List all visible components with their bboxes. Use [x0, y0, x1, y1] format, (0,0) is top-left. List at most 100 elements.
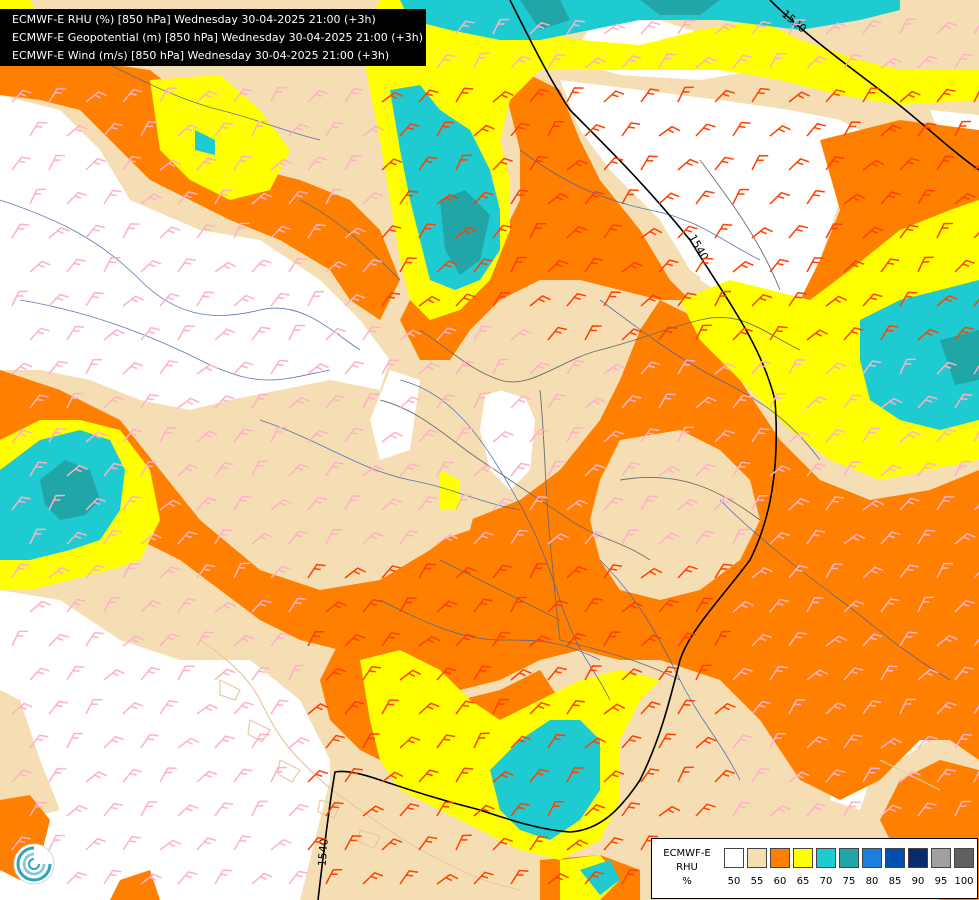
- map-header: ECMWF-E RHU (%) [850 hPa] Wednesday 30-0…: [0, 9, 426, 66]
- wind-barb-419: [677, 565, 698, 579]
- wind-barb-543: [362, 733, 380, 749]
- wind-barb-163: [29, 260, 51, 273]
- wind-barb-179: [621, 261, 644, 273]
- wind-barb-385: [399, 530, 419, 545]
- wind-barb-366: [677, 498, 699, 511]
- wind-barb-611: [917, 802, 937, 817]
- wind-barb-571: [418, 769, 439, 783]
- wind-barb-149: [492, 224, 512, 239]
- wind-barb-396: [806, 529, 825, 545]
- wind-barb-500: [732, 667, 753, 681]
- wind-barb-647: [621, 869, 639, 885]
- wind-barb-5: [640, 21, 661, 35]
- wind-barb-222: [251, 326, 271, 341]
- wind-barb-371: [862, 499, 885, 511]
- wind-barb-20: [621, 55, 642, 69]
- wind-barb-251: [344, 360, 365, 375]
- wind-barb-86: [122, 155, 141, 171]
- wind-barb-490: [362, 665, 381, 681]
- wind-barb-603: [621, 802, 641, 817]
- legend-swatch-55: [747, 848, 767, 868]
- wind-barb-552: [695, 736, 717, 749]
- wind-barb-336: [547, 460, 565, 477]
- wind-barb-347: [954, 460, 971, 477]
- wind-barb-393: [695, 530, 715, 545]
- wind-barb-463: [344, 634, 366, 647]
- wind-barb-443: [584, 597, 603, 613]
- wind-barb-523: [603, 703, 626, 715]
- wind-barb-241: [954, 326, 974, 341]
- wind-barb-61: [177, 124, 199, 137]
- wind-barb-44: [529, 88, 549, 103]
- wind-barb-176: [510, 256, 527, 273]
- wind-barb-147: [418, 223, 436, 239]
- wind-barb-102: [714, 156, 734, 171]
- wind-barb-533: [973, 699, 979, 715]
- legend-label-90: 90: [911, 876, 925, 887]
- wind-barb-75: [695, 123, 716, 137]
- wind-barb-431: [140, 600, 162, 613]
- wind-barb-337: [584, 464, 606, 477]
- wind-barb-215: [973, 292, 979, 307]
- wind-barb-407: [233, 562, 250, 579]
- wind-barb-563: [122, 768, 143, 783]
- wind-barb-202: [492, 291, 511, 307]
- wind-barb-87: [159, 159, 182, 171]
- wind-barb-354: [233, 495, 252, 511]
- wind-barb-616: [122, 835, 141, 851]
- wind-barb-483: [103, 669, 125, 681]
- wind-barb-475: [788, 631, 807, 647]
- wind-barb-638: [288, 870, 308, 885]
- wind-barb-400: [954, 532, 976, 545]
- wind-barb-299: [159, 427, 177, 443]
- wind-barb-377: [103, 529, 122, 545]
- wind-barb-257: [566, 359, 585, 375]
- wind-barb-27: [880, 57, 903, 69]
- wind-barb-409: [307, 563, 326, 579]
- legend-label-65: 65: [796, 876, 810, 887]
- wind-barb-474: [751, 633, 773, 647]
- wind-barb-57: [29, 121, 48, 137]
- wind-barb-399: [917, 529, 936, 545]
- wind-barb-557: [880, 737, 903, 749]
- wind-barb-121: [436, 193, 459, 205]
- wind-barb-618: [196, 837, 217, 851]
- wind-barb-90: [270, 158, 292, 171]
- wind-barb-278: [362, 393, 380, 409]
- wind-barb-525: [677, 699, 696, 715]
- wind-barb-277: [325, 394, 345, 409]
- wind-barb-505: [917, 668, 939, 681]
- wind-barb-66: [362, 125, 385, 137]
- wind-barb-190: [48, 293, 69, 307]
- wind-barb-152: [603, 224, 623, 239]
- wind-barb-49: [714, 89, 735, 103]
- wind-barb-100: [640, 155, 658, 171]
- wind-barb-237: [806, 329, 829, 341]
- wind-barb-607: [769, 805, 791, 817]
- wind-barb-522: [566, 699, 585, 715]
- wind-barb-387: [473, 531, 494, 545]
- wind-barb-570: [381, 771, 404, 783]
- wind-barb-254: [455, 360, 475, 375]
- wind-barb-268: [973, 359, 979, 375]
- wind-barb-621: [307, 836, 327, 851]
- wind-barb-37: [270, 86, 287, 103]
- wind-barb-22: [695, 56, 717, 69]
- wind-barb-502: [806, 669, 829, 681]
- wind-barb-313: [677, 426, 694, 443]
- wind-barb-392: [658, 532, 680, 545]
- wind-barb-340: [695, 463, 716, 477]
- wind-barb-228: [473, 325, 492, 341]
- wind-barb-156: [751, 227, 773, 239]
- wind-barb-395: [769, 531, 791, 545]
- wind-barb-185: [843, 260, 865, 273]
- wind-barb-343: [806, 462, 827, 477]
- wind-barb-29: [954, 53, 973, 69]
- wind-barb-264: [825, 362, 847, 375]
- wind-barb-50: [751, 87, 770, 103]
- wind-barb-622: [344, 835, 362, 851]
- wind-barb-593: [251, 800, 268, 817]
- wind-barb-319: [899, 430, 921, 443]
- wind-barb-506: [954, 666, 974, 681]
